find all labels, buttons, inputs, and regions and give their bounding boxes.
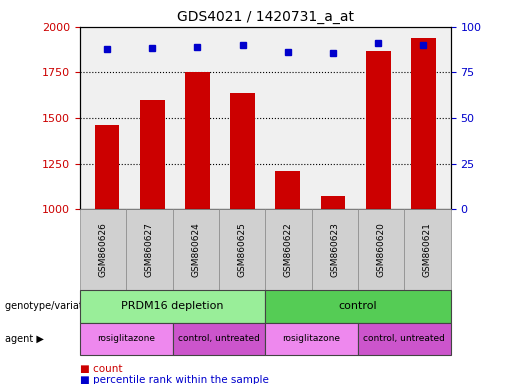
- Bar: [321, 195, 346, 209]
- Text: rosiglitazone: rosiglitazone: [97, 334, 155, 343]
- Bar: [230, 93, 255, 209]
- Text: GSM860625: GSM860625: [237, 222, 247, 277]
- Text: rosiglitazone: rosiglitazone: [283, 334, 340, 343]
- Text: control, untreated: control, untreated: [364, 334, 445, 343]
- Text: control: control: [339, 301, 377, 311]
- Text: GSM860626: GSM860626: [98, 222, 108, 277]
- Text: GSM860624: GSM860624: [191, 222, 200, 277]
- Text: ■ count: ■ count: [80, 364, 123, 374]
- Text: GSM860620: GSM860620: [376, 222, 386, 277]
- Bar: [276, 171, 300, 209]
- Text: genotype/variation ▶: genotype/variation ▶: [5, 301, 108, 311]
- Bar: [185, 73, 210, 209]
- Text: PRDM16 depletion: PRDM16 depletion: [121, 301, 224, 311]
- Text: ■ percentile rank within the sample: ■ percentile rank within the sample: [80, 375, 269, 384]
- Text: GSM860622: GSM860622: [284, 222, 293, 277]
- Text: control, untreated: control, untreated: [178, 334, 260, 343]
- Bar: [411, 38, 436, 209]
- Bar: [95, 126, 119, 209]
- Text: GSM860621: GSM860621: [423, 222, 432, 277]
- Title: GDS4021 / 1420731_a_at: GDS4021 / 1420731_a_at: [177, 10, 354, 25]
- Bar: [366, 51, 391, 209]
- Text: agent ▶: agent ▶: [5, 334, 44, 344]
- Bar: [140, 100, 165, 209]
- Text: GSM860623: GSM860623: [330, 222, 339, 277]
- Text: GSM860627: GSM860627: [145, 222, 154, 277]
